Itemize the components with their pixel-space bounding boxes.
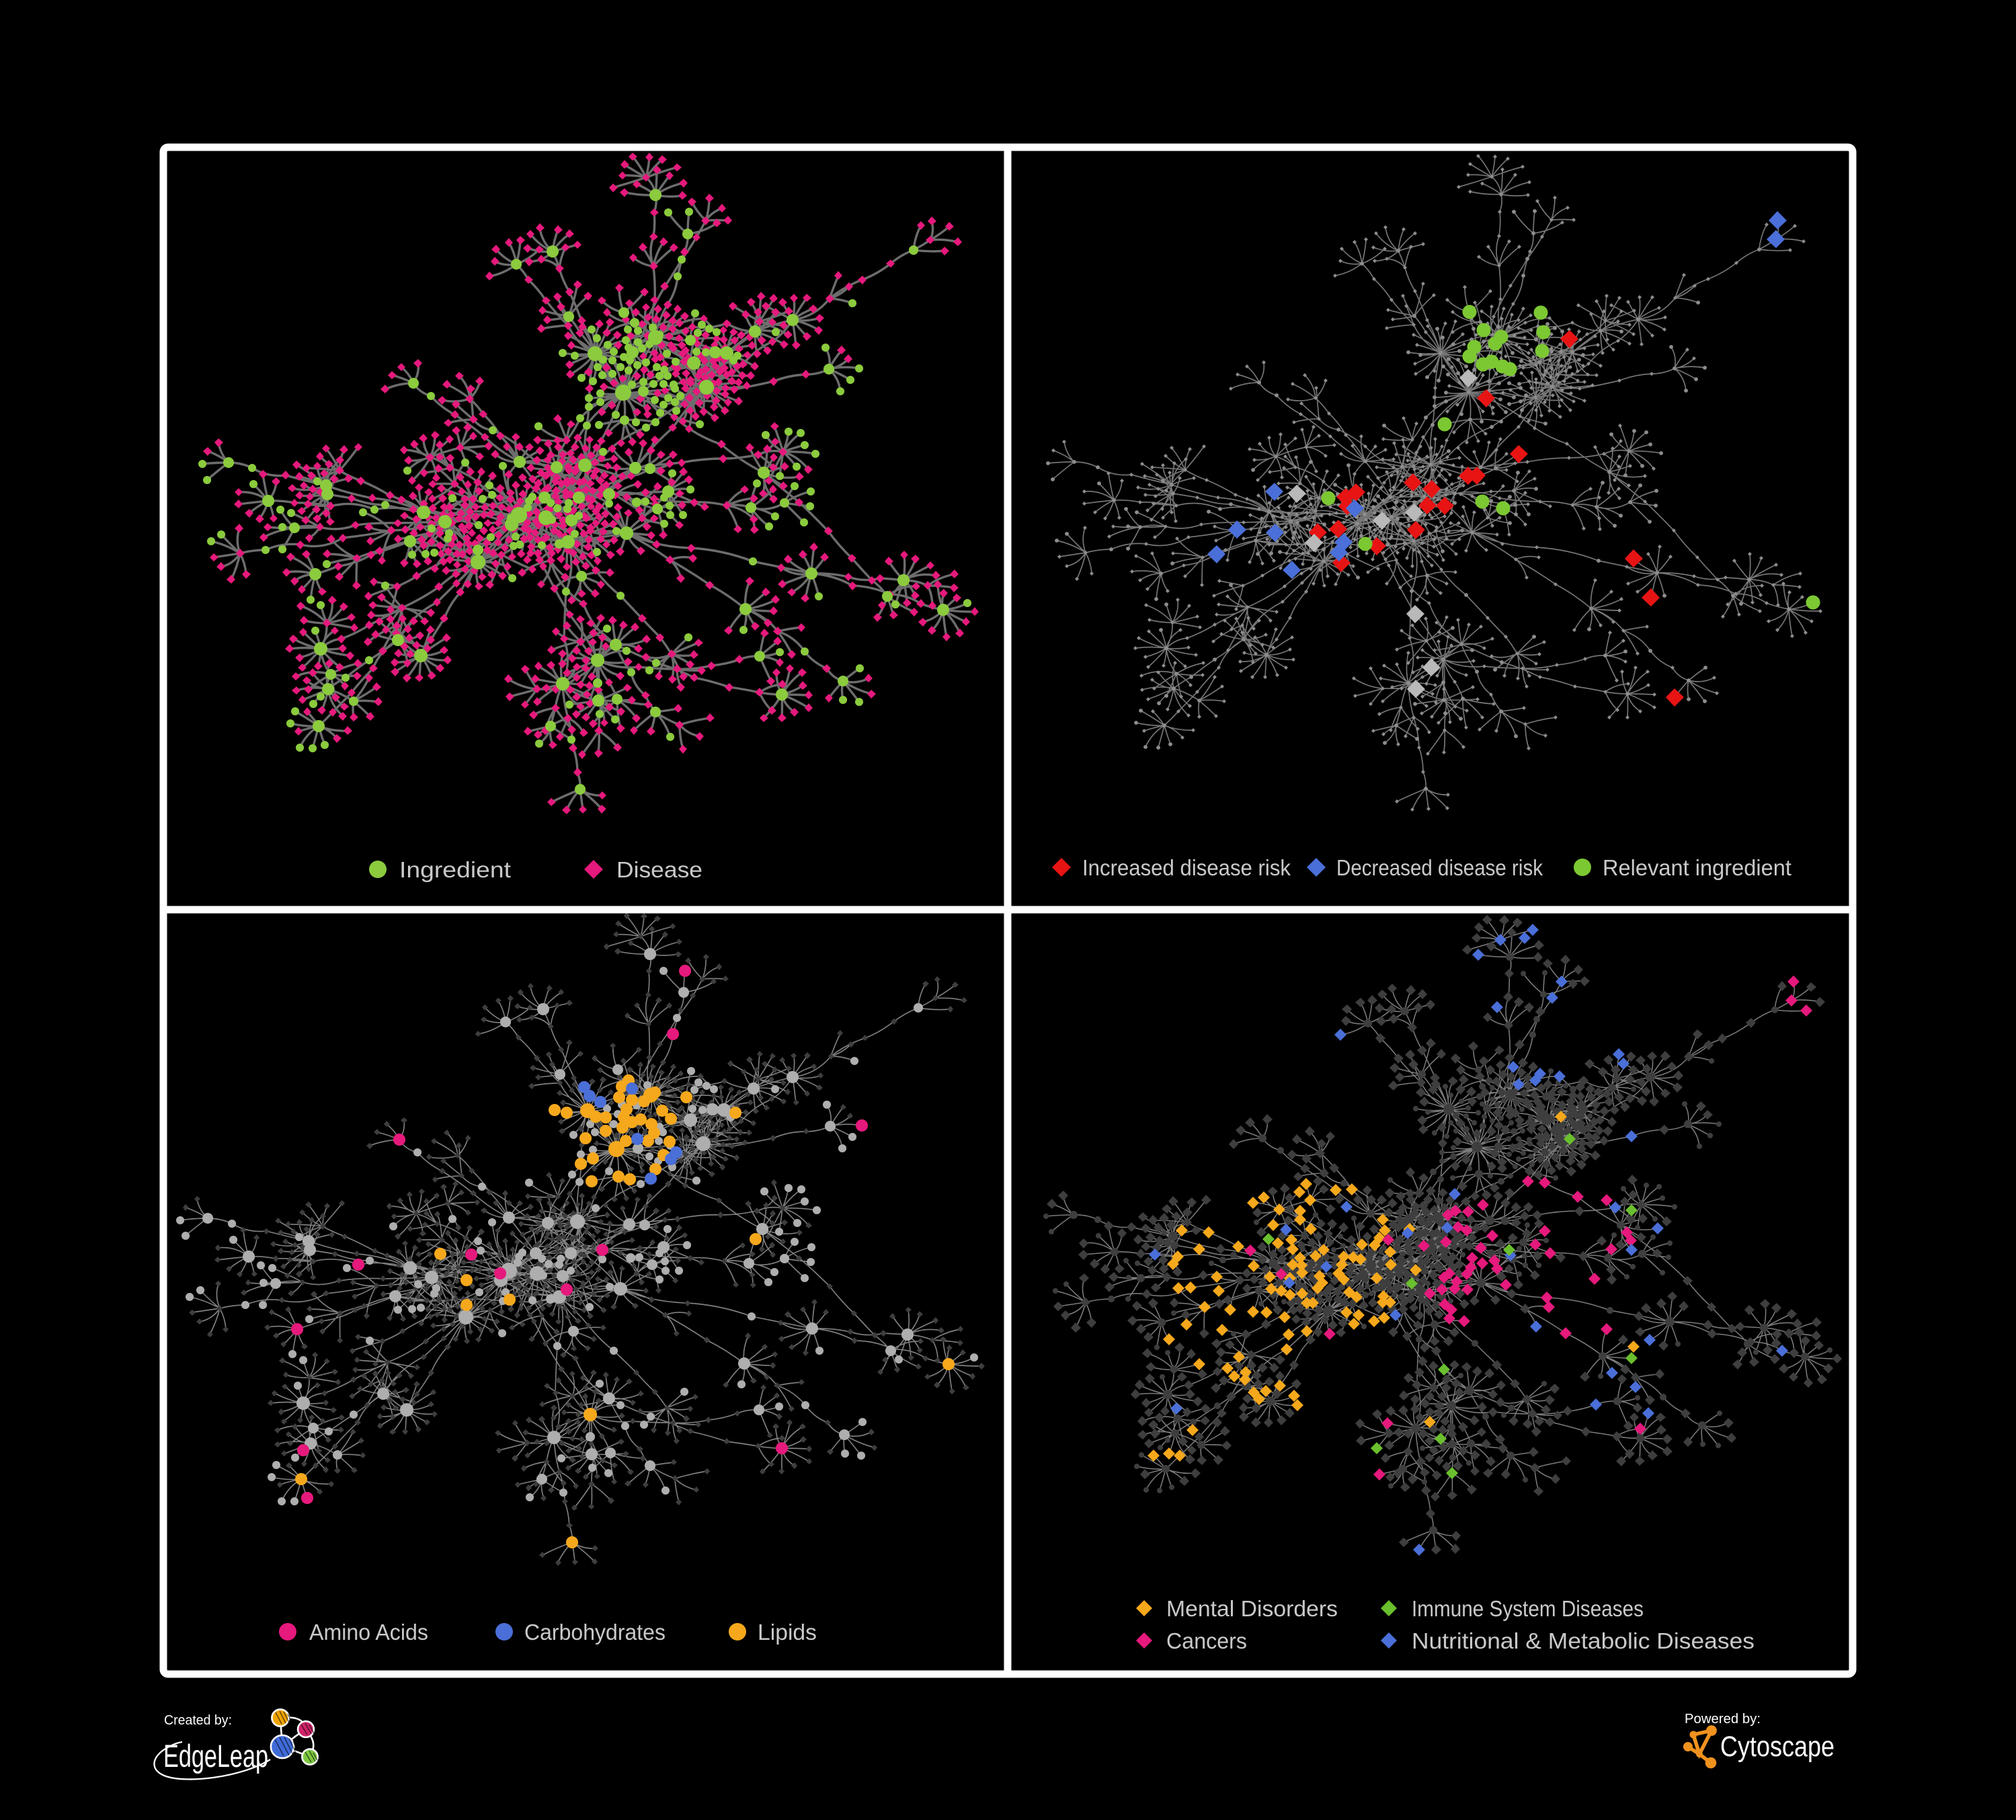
svg-text:Relevant ingredient: Relevant ingredient xyxy=(1603,855,1791,880)
svg-text:EdgeLeap: EdgeLeap xyxy=(163,1738,268,1774)
svg-text:Cytoscape: Cytoscape xyxy=(1720,1731,1834,1763)
svg-text:Immune System Diseases: Immune System Diseases xyxy=(1412,1596,1644,1621)
svg-text:Lipids: Lipids xyxy=(758,1620,817,1645)
svg-text:Carbohydrates: Carbohydrates xyxy=(524,1620,666,1645)
svg-text:Increased disease risk: Increased disease risk xyxy=(1082,855,1291,880)
svg-text:Amino Acids: Amino Acids xyxy=(309,1620,428,1645)
svg-text:Cancers: Cancers xyxy=(1166,1628,1247,1653)
svg-text:Powered by:: Powered by: xyxy=(1685,1712,1761,1727)
svg-text:Disease: Disease xyxy=(616,857,702,882)
svg-text:Created by:: Created by: xyxy=(164,1713,232,1728)
svg-text:Nutritional & Metabolic Diseas: Nutritional & Metabolic Diseases xyxy=(1412,1628,1755,1653)
svg-text:Ingredient: Ingredient xyxy=(399,857,511,882)
svg-text:Mental Disorders: Mental Disorders xyxy=(1166,1596,1338,1621)
svg-text:Decreased disease risk: Decreased disease risk xyxy=(1336,855,1543,880)
